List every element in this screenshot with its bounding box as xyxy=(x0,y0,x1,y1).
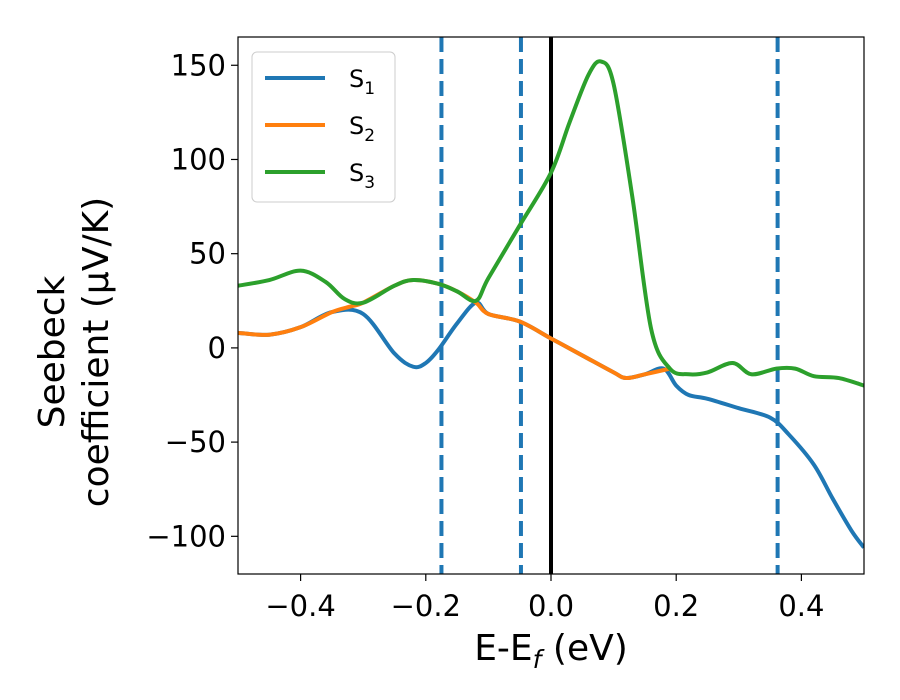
y-tick-label: 150 xyxy=(171,48,226,82)
legend-label-s2: S2 xyxy=(349,112,375,146)
x-axis-ticks: −0.4 −0.2 0.0 0.2 0.4 xyxy=(265,574,824,623)
y-axis-label: Seebeck coefficient (μV/K) xyxy=(32,197,117,507)
x-tick-label: 0.4 xyxy=(778,589,824,623)
legend-label-s1: S1 xyxy=(349,65,375,99)
x-axis-label: E-Ef (eV) xyxy=(474,628,628,674)
y-axis-label-line1: Seebeck xyxy=(32,275,73,428)
legend-label-s3: S3 xyxy=(349,159,375,193)
y-tick-label: 50 xyxy=(189,237,226,271)
y-tick-label: −50 xyxy=(165,425,226,459)
y-tick-label: 100 xyxy=(171,142,226,176)
legend: S1 S2 S3 xyxy=(251,51,396,203)
x-axis-label-main: E-E xyxy=(474,628,532,669)
x-tick-label: −0.2 xyxy=(391,589,461,623)
y-axis-ticks: −100 −50 0 50 100 150 xyxy=(146,48,238,553)
series-line-s3 xyxy=(238,59,864,388)
x-tick-label: 0.2 xyxy=(653,589,699,623)
x-tick-label: 0.0 xyxy=(528,589,574,623)
data-series xyxy=(238,59,864,549)
x-tick-label: −0.4 xyxy=(265,589,335,623)
x-axis-label-unit: (eV) xyxy=(541,628,627,669)
y-tick-label: −100 xyxy=(146,519,226,553)
vertical-reference-lines xyxy=(439,37,780,574)
y-tick-label: 0 xyxy=(208,331,226,365)
y-axis-label-line2: coefficient (μV/K) xyxy=(76,197,117,507)
